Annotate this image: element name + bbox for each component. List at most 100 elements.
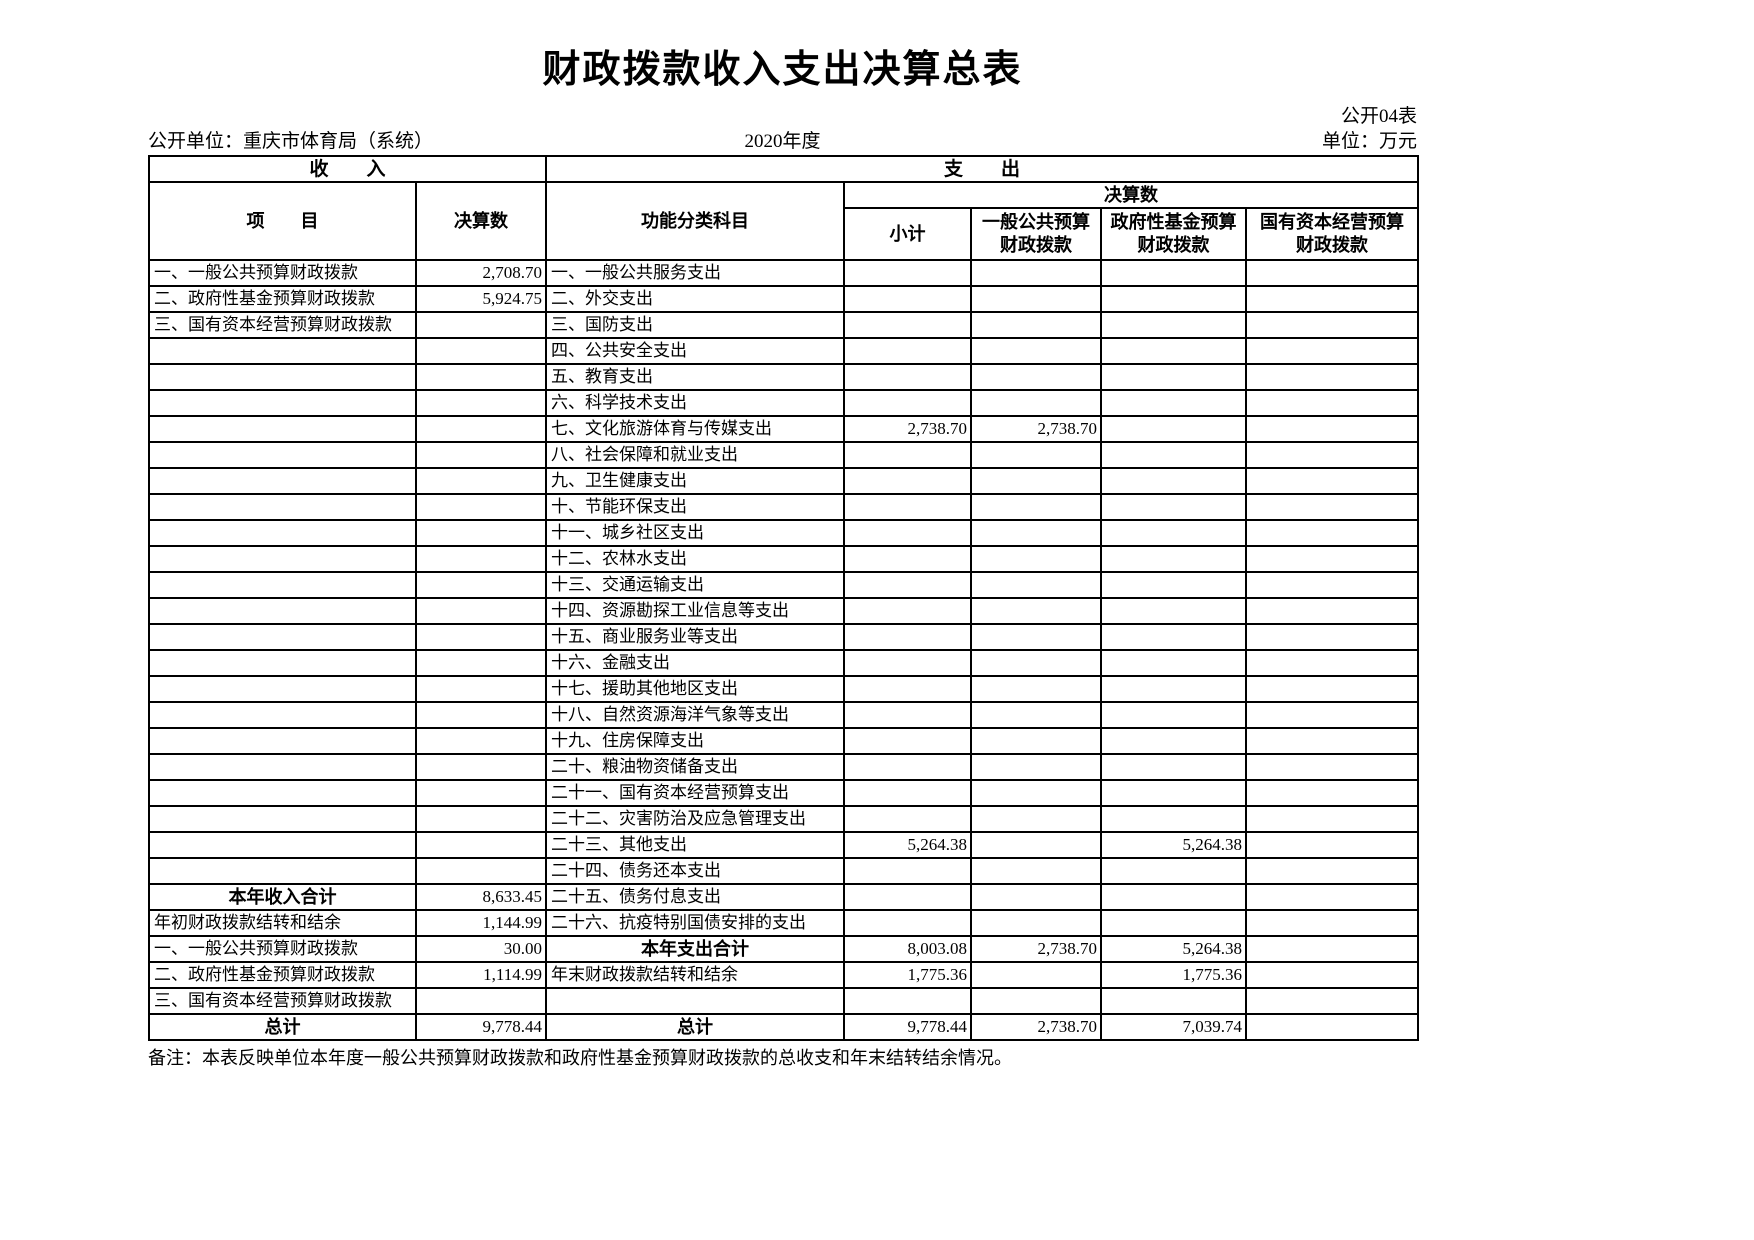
summary-table: 收 入 支 出 项 目 决算数 功能分类科目 决算数 小计 一般公共预算 财政拨… [147,155,1420,1041]
expense-gov-fund-cell: 7,039.74 [1100,1013,1248,1041]
table-row: 十一、城乡社区支出 [148,519,1420,547]
expense-item-cell: 十九、住房保障支出 [545,727,846,755]
expense-general-budget-cell [970,649,1103,677]
expense-general-budget-cell [970,311,1103,339]
expense-gov-fund-cell [1100,467,1248,495]
income-amount-cell: 8,633.45 [414,883,548,911]
table-row: 三、国有资本经营预算财政拨款 三、国防支出 [148,311,1420,339]
expense-state-capital-cell [1245,337,1420,365]
expense-section-header: 支 出 [545,155,1420,183]
expense-gov-fund-cell [1100,441,1248,469]
income-item-cell: 二、政府性基金预算财政拨款 [148,285,417,313]
expense-gov-fund-cell [1100,311,1248,339]
income-item-cell [148,389,417,417]
form-code: 公开04表 [1340,106,1417,127]
expense-general-budget-cell [970,493,1103,521]
income-item-cell [148,519,417,547]
expense-subtotal-cell [843,285,973,313]
expense-subtotal-cell [843,909,973,937]
final-amount-header-row: 项 目 决算数 功能分类科目 决算数 [148,181,1420,261]
table-row: 七、文化旅游体育与传媒支出 2,738.70 2,738.70 [148,415,1420,443]
expense-item-cell: 二十六、抗疫特别国债安排的支出 [545,909,846,937]
expense-subtotal-cell [843,467,973,495]
report-meta-line: 公开单位：重庆市体育局（系统） 2020年度 单位：万元 [148,129,1417,155]
expense-state-capital-cell [1245,727,1420,755]
col-header-income-amount: 决算数 [414,181,548,261]
expense-general-budget-cell [970,883,1103,911]
currency-unit: 单位：万元 [1321,131,1417,152]
expense-gov-fund-cell [1100,415,1248,443]
expense-general-budget-cell [970,779,1103,807]
expense-subtotal-cell [843,623,973,651]
expense-gov-fund-cell [1100,675,1248,703]
expense-general-budget-cell [970,675,1103,703]
expense-general-budget-cell [970,857,1103,885]
income-item-cell [148,597,417,625]
expense-state-capital-cell [1245,649,1420,677]
expense-gov-fund-cell [1100,337,1248,365]
col-header-final-amounts: 决算数 [843,181,1420,209]
table-row: 二十一、国有资本经营预算支出 [148,779,1420,807]
expense-subtotal-cell [843,311,973,339]
income-item-cell [148,831,417,859]
income-item-cell [148,701,417,729]
publishing-unit: 公开单位：重庆市体育局（系统） [148,131,434,152]
income-amount-cell: 30.00 [414,935,548,963]
income-amount-cell [414,467,548,495]
expense-general-budget-cell [970,519,1103,547]
expense-item-cell: 三、国防支出 [545,311,846,339]
table-row: 二十、粮油物资储备支出 [148,753,1420,781]
expense-state-capital-cell [1245,415,1420,443]
expense-item-cell: 十、节能环保支出 [545,493,846,521]
expense-general-budget-cell [970,285,1103,313]
expense-general-budget-cell [970,831,1103,859]
income-amount-cell: 2,708.70 [414,259,548,287]
expense-state-capital-cell [1245,779,1420,807]
expense-item-cell: 一、一般公共服务支出 [545,259,846,287]
income-item-cell [148,805,417,833]
expense-subtotal-cell [843,727,973,755]
income-amount-cell [414,311,548,339]
expense-state-capital-cell [1245,935,1420,963]
income-item-cell [148,571,417,599]
expense-gov-fund-cell [1100,701,1248,729]
income-section-header: 收 入 [147,155,548,183]
table-row: 总计 9,778.44 总计 9,778.44 2,738.70 7,039.74 [148,1013,1420,1041]
expense-gov-fund-cell [1100,389,1248,417]
income-amount-cell [414,987,548,1015]
expense-state-capital-cell [1245,623,1420,651]
expense-item-cell: 四、公共安全支出 [545,337,846,365]
expense-state-capital-cell [1245,545,1420,573]
income-amount-cell [414,571,548,599]
income-amount-cell [414,779,548,807]
expense-gov-fund-cell [1100,909,1248,937]
table-row: 二十四、债务还本支出 [148,857,1420,885]
income-amount-cell: 5,924.75 [414,285,548,313]
expense-subtotal-cell [843,753,973,781]
income-item-cell: 年初财政拨款结转和结余 [148,909,417,937]
expense-general-budget-cell: 2,738.70 [970,1013,1103,1041]
expense-state-capital-cell [1245,363,1420,391]
expense-state-capital-cell [1245,285,1420,313]
table-row: 十七、援助其他地区支出 [148,675,1420,703]
col-header-function: 功能分类科目 [545,181,846,261]
col-header-gov-fund: 政府性基金预算 财政拨款 [1100,207,1248,261]
expense-subtotal-cell [843,519,973,547]
expense-item-cell: 二十二、灾害防治及应急管理支出 [545,805,846,833]
income-amount-cell [414,727,548,755]
table-row: 二、政府性基金预算财政拨款 5,924.75 二、外交支出 [148,285,1420,313]
expense-general-budget-cell [970,909,1103,937]
expense-item-cell: 二十一、国有资本经营预算支出 [545,779,846,807]
expense-general-budget-cell: 2,738.70 [970,935,1103,963]
table-row: 一、一般公共预算财政拨款 2,708.70 一、一般公共服务支出 [148,259,1420,287]
expense-subtotal-cell [843,779,973,807]
expense-item-cell: 二十、粮油物资储备支出 [545,753,846,781]
expense-state-capital-cell [1245,909,1420,937]
expense-item-cell: 六、科学技术支出 [545,389,846,417]
expense-general-budget-cell [970,597,1103,625]
income-item-cell: 三、国有资本经营预算财政拨款 [148,311,417,339]
col-header-general-budget: 一般公共预算 财政拨款 [970,207,1103,261]
expense-gov-fund-cell [1100,623,1248,651]
income-item-cell [148,727,417,755]
expense-item-cell: 七、文化旅游体育与传媒支出 [545,415,846,443]
